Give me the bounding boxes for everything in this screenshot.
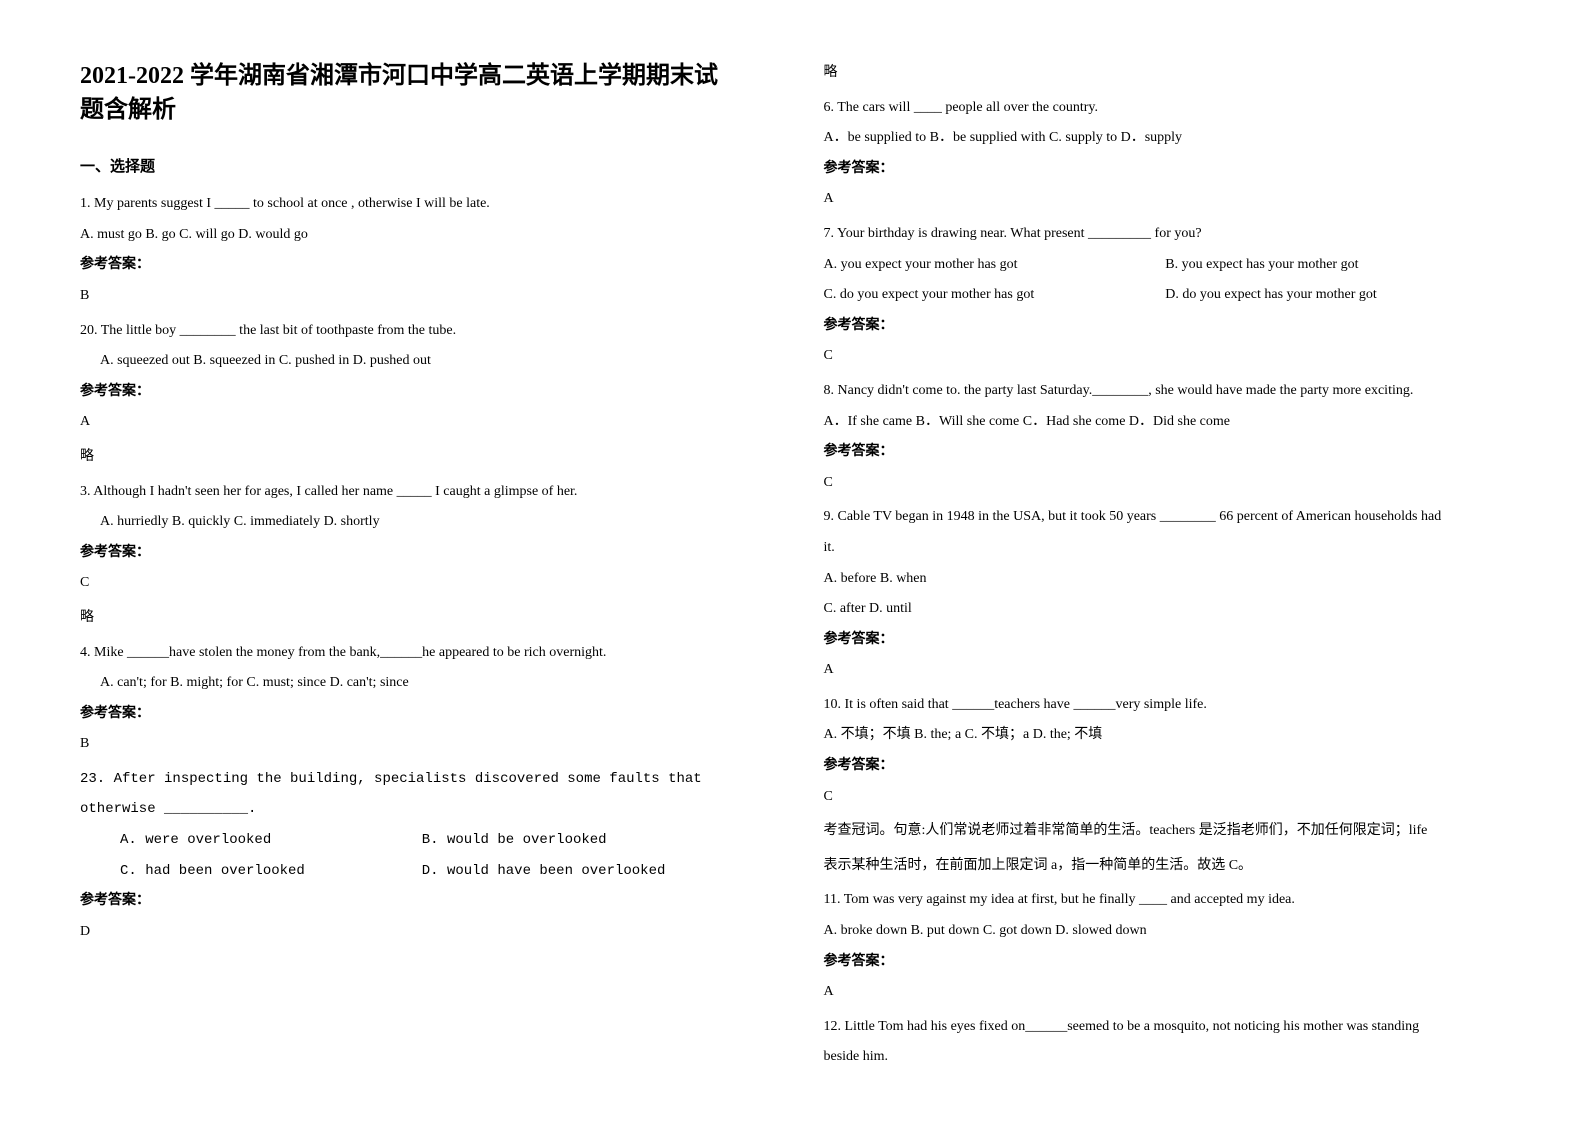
question-5-options-row2: C. had been overlooked D. would have bee… bbox=[80, 858, 764, 885]
question-4-answer: B bbox=[80, 731, 764, 758]
question-5-text-l1: 23. After inspecting the building, speci… bbox=[80, 766, 764, 793]
question-8-answer-label: 参考答案： bbox=[824, 439, 1508, 466]
question-9-text-l2: it. bbox=[824, 535, 1508, 562]
question-6-answer-label: 参考答案： bbox=[824, 156, 1508, 183]
question-5-opt-d: D. would have been overlooked bbox=[422, 858, 764, 885]
question-3-options: A. hurriedly B. quickly C. immediately D… bbox=[80, 509, 764, 536]
note-top: 略 bbox=[824, 60, 1508, 87]
question-4-options: A. can't; for B. might; for C. must; sin… bbox=[80, 670, 764, 697]
question-6-options: A．be supplied to B．be supplied with C. s… bbox=[824, 125, 1508, 152]
question-7-opt-d: D. do you expect has your mother got bbox=[1165, 282, 1507, 309]
right-column: 略 6. The cars will ____ people all over … bbox=[824, 60, 1508, 1082]
question-9-options-l1: A. before B. when bbox=[824, 566, 1508, 593]
question-11-text: 11. Tom was very against my idea at firs… bbox=[824, 887, 1508, 914]
page-container: 2021-2022 学年湖南省湘潭市河口中学高二英语上学期期末试 题含解析 一、… bbox=[80, 60, 1507, 1082]
question-7-answer-label: 参考答案： bbox=[824, 313, 1508, 340]
question-2-options: A. squeezed out B. squeezed in C. pushed… bbox=[80, 348, 764, 375]
question-7-options-row2: C. do you expect your mother has got D. … bbox=[824, 282, 1508, 309]
title-line-2: 题含解析 bbox=[80, 94, 764, 128]
section-header: 一、选择题 bbox=[80, 155, 764, 176]
document-title: 2021-2022 学年湖南省湘潭市河口中学高二英语上学期期末试 题含解析 bbox=[80, 60, 764, 127]
question-10-options: A. 不填；不填 B. the; a C. 不填；a D. the; 不填 bbox=[824, 722, 1508, 749]
question-5-opt-c: C. had been overlooked bbox=[80, 858, 422, 885]
question-10-text: 10. It is often said that ______teachers… bbox=[824, 692, 1508, 719]
question-10-explanation-l2: 表示某种生活时，在前面加上限定词 a，指一种简单的生活。故选 C。 bbox=[824, 853, 1508, 880]
question-1-answer-label: 参考答案： bbox=[80, 252, 764, 279]
question-9-options-l2: C. after D. until bbox=[824, 596, 1508, 623]
question-11-options: A. broke down B. put down C. got down D.… bbox=[824, 918, 1508, 945]
question-5-opt-a: A. were overlooked bbox=[80, 827, 422, 854]
title-line-1: 2021-2022 学年湖南省湘潭市河口中学高二英语上学期期末试 bbox=[80, 60, 764, 94]
question-5-answer: D bbox=[80, 919, 764, 946]
question-5-options-row1: A. were overlooked B. would be overlooke… bbox=[80, 827, 764, 854]
question-1-answer: B bbox=[80, 283, 764, 310]
question-6-text: 6. The cars will ____ people all over th… bbox=[824, 95, 1508, 122]
question-10-answer-label: 参考答案： bbox=[824, 753, 1508, 780]
question-2-answer: A bbox=[80, 409, 764, 436]
question-2-text: 20. The little boy ________ the last bit… bbox=[80, 318, 764, 345]
question-4-text: 4. Mike ______have stolen the money from… bbox=[80, 640, 764, 667]
question-7-answer: C bbox=[824, 343, 1508, 370]
question-1-options: A. must go B. go C. will go D. would go bbox=[80, 222, 764, 249]
question-11-answer-label: 参考答案： bbox=[824, 949, 1508, 976]
question-3-answer: C bbox=[80, 570, 764, 597]
question-1-text: 1. My parents suggest I _____ to school … bbox=[80, 191, 764, 218]
question-7-opt-c: C. do you expect your mother has got bbox=[824, 282, 1166, 309]
question-9-answer: A bbox=[824, 657, 1508, 684]
question-3-answer-label: 参考答案： bbox=[80, 540, 764, 567]
question-6-answer: A bbox=[824, 186, 1508, 213]
question-8-text: 8. Nancy didn't come to. the party last … bbox=[824, 378, 1508, 405]
left-column: 2021-2022 学年湖南省湘潭市河口中学高二英语上学期期末试 题含解析 一、… bbox=[80, 60, 764, 1082]
question-7-opt-b: B. you expect has your mother got bbox=[1165, 252, 1507, 279]
question-2-note: 略 bbox=[80, 444, 764, 471]
question-7-text: 7. Your birthday is drawing near. What p… bbox=[824, 221, 1508, 248]
question-10-answer: C bbox=[824, 784, 1508, 811]
question-10-explanation-l1: 考查冠词。句意:人们常说老师过着非常简单的生活。teachers 是泛指老师们，… bbox=[824, 818, 1508, 845]
question-5-answer-label: 参考答案： bbox=[80, 888, 764, 915]
question-5-text-l2: otherwise __________. bbox=[80, 796, 764, 823]
question-9-answer-label: 参考答案： bbox=[824, 627, 1508, 654]
question-11-answer: A bbox=[824, 979, 1508, 1006]
question-12-text-l2: beside him. bbox=[824, 1044, 1508, 1071]
question-9-text-l1: 9. Cable TV began in 1948 in the USA, bu… bbox=[824, 504, 1508, 531]
question-8-answer: C bbox=[824, 470, 1508, 497]
question-5-opt-b: B. would be overlooked bbox=[422, 827, 764, 854]
question-7-opt-a: A. you expect your mother has got bbox=[824, 252, 1166, 279]
question-8-options: A．If she came B．Will she come C．Had she … bbox=[824, 409, 1508, 436]
question-4-answer-label: 参考答案： bbox=[80, 701, 764, 728]
question-12-text-l1: 12. Little Tom had his eyes fixed on____… bbox=[824, 1014, 1508, 1041]
question-3-note: 略 bbox=[80, 605, 764, 632]
question-7-options-row1: A. you expect your mother has got B. you… bbox=[824, 252, 1508, 279]
question-2-answer-label: 参考答案： bbox=[80, 379, 764, 406]
question-3-text: 3. Although I hadn't seen her for ages, … bbox=[80, 479, 764, 506]
